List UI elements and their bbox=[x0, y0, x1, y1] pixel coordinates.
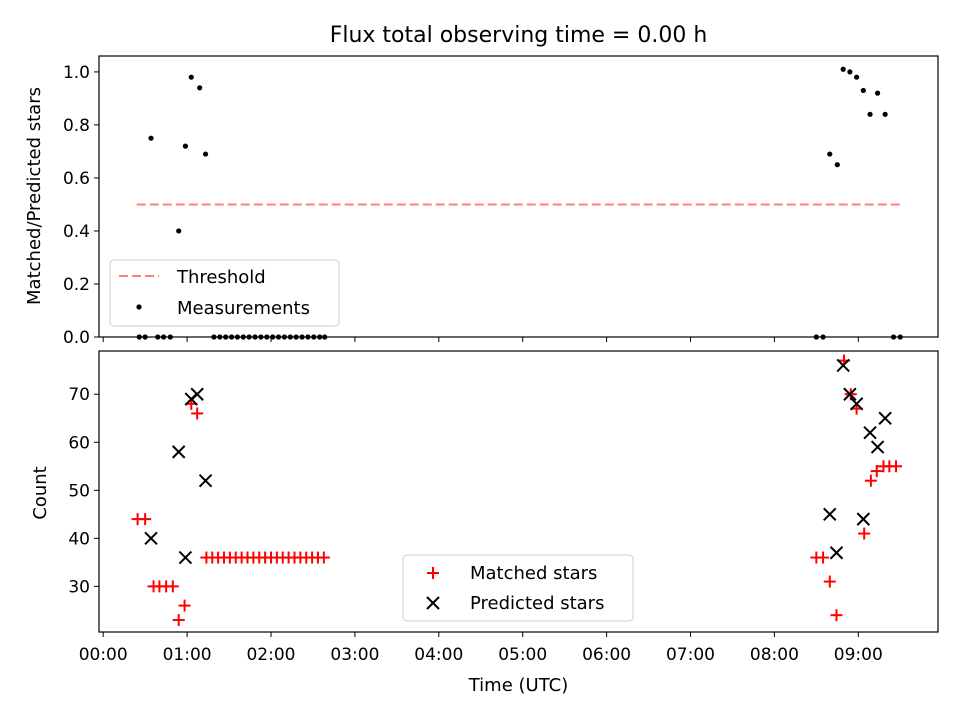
x-tick-label: 00:00 bbox=[79, 645, 128, 665]
bottom-legend: Matched stars Predicted stars bbox=[402, 554, 634, 622]
chart-title: Flux total observing time = 0.00 h bbox=[330, 23, 708, 48]
predicted-star-point bbox=[178, 550, 193, 565]
measurement-point bbox=[148, 135, 154, 141]
x-tick-label: 09:00 bbox=[834, 645, 883, 665]
measurement-point bbox=[197, 85, 203, 91]
predicted-star-point bbox=[870, 440, 885, 454]
matched-star-point bbox=[823, 575, 836, 588]
top-legend: Threshold Measurements bbox=[109, 259, 340, 327]
matched-star-point bbox=[178, 599, 191, 612]
bottom-plot-panel: 30 40 50 60 70 00:00 01:00 02:00 03:00 04:00 05:00… bbox=[68, 350, 939, 665]
measurement-point bbox=[202, 151, 209, 157]
x-tick-label: 06:00 bbox=[582, 645, 631, 665]
y-tick-label: 50 bbox=[68, 481, 90, 501]
matched-star-point bbox=[817, 551, 830, 564]
measurement-point bbox=[860, 87, 866, 94]
bottom-y-axis-label: Count bbox=[30, 466, 51, 519]
top-y-axis-label: Matched/Predicted stars bbox=[24, 87, 45, 305]
predicted-star-point bbox=[878, 411, 892, 425]
legend-predicted-label: Predicted stars bbox=[470, 593, 604, 614]
x-tick-label: 07:00 bbox=[666, 645, 715, 665]
predicted-star-point bbox=[144, 531, 158, 546]
measurement-point bbox=[882, 111, 888, 117]
matched-star-point bbox=[858, 527, 871, 540]
predicted-star-point bbox=[843, 387, 857, 401]
measurement-point bbox=[182, 143, 189, 149]
legend-matched-swatch bbox=[427, 567, 439, 579]
axes-frame bbox=[98, 55, 939, 338]
measurement-point bbox=[834, 162, 840, 168]
predicted-star-point bbox=[823, 507, 837, 522]
legend-matched-label: Matched stars bbox=[470, 563, 597, 584]
measurement-point bbox=[188, 74, 194, 80]
matched-star-point bbox=[870, 465, 883, 478]
measurement-point bbox=[840, 66, 846, 72]
predicted-star-point bbox=[863, 425, 877, 440]
measurement-point bbox=[847, 69, 853, 75]
y-tick-label: 40 bbox=[68, 529, 90, 549]
matched-star-point bbox=[191, 407, 204, 420]
predicted-star-point bbox=[198, 473, 213, 488]
x-axis-label: Time (UTC) bbox=[468, 675, 569, 696]
y-tick-label: 0.0 bbox=[63, 328, 90, 348]
predicted-star-point bbox=[171, 445, 186, 459]
x-tick-label: 04:00 bbox=[414, 645, 463, 665]
predicted-star-point bbox=[849, 397, 864, 411]
y-tick-label: 0.6 bbox=[63, 169, 90, 189]
predicted-star-point bbox=[190, 387, 204, 401]
predicted-star-point bbox=[829, 546, 844, 560]
legend-measurements-swatch bbox=[136, 304, 142, 310]
legend-predicted-swatch bbox=[426, 596, 440, 610]
y-tick-label: 70 bbox=[68, 385, 90, 405]
matched-star-point bbox=[166, 580, 179, 593]
top-plot-panel: 0.0 0.2 0.4 0.6 0.8 1.0 bbox=[63, 55, 939, 348]
y-tick-label: 0.8 bbox=[63, 116, 90, 136]
y-tick-label: 1.0 bbox=[63, 63, 90, 83]
y-tick-label: 30 bbox=[68, 577, 90, 597]
y-tick-label: 60 bbox=[68, 433, 90, 453]
matched-star-point bbox=[890, 460, 903, 473]
measurement-point bbox=[874, 90, 881, 96]
predicted-star-point bbox=[836, 358, 850, 373]
matched-star-point bbox=[830, 609, 843, 622]
predicted-star-point bbox=[856, 512, 871, 526]
x-tick-label: 08:00 bbox=[750, 645, 799, 665]
matched-star-point bbox=[317, 551, 330, 564]
legend-threshold-label: Threshold bbox=[176, 267, 266, 288]
x-tick-label: 05:00 bbox=[498, 645, 547, 665]
y-tick-label: 0.2 bbox=[63, 275, 90, 295]
x-tick-label: 03:00 bbox=[330, 645, 379, 665]
x-tick-label: 02:00 bbox=[246, 645, 295, 665]
axes-frame bbox=[98, 350, 939, 633]
top-legend-box bbox=[109, 259, 340, 327]
measurement-point bbox=[827, 151, 833, 157]
matched-star-point bbox=[172, 613, 185, 626]
measurement-point bbox=[176, 228, 182, 234]
matched-star-point bbox=[864, 474, 877, 487]
matched-star-point bbox=[139, 513, 152, 526]
measurement-point bbox=[854, 74, 860, 80]
bottom-legend-box bbox=[402, 554, 634, 622]
y-tick-label: 0.4 bbox=[63, 222, 90, 242]
measurement-point bbox=[867, 111, 873, 117]
x-tick-label: 01:00 bbox=[163, 645, 212, 665]
legend-measurements-label: Measurements bbox=[177, 298, 310, 319]
